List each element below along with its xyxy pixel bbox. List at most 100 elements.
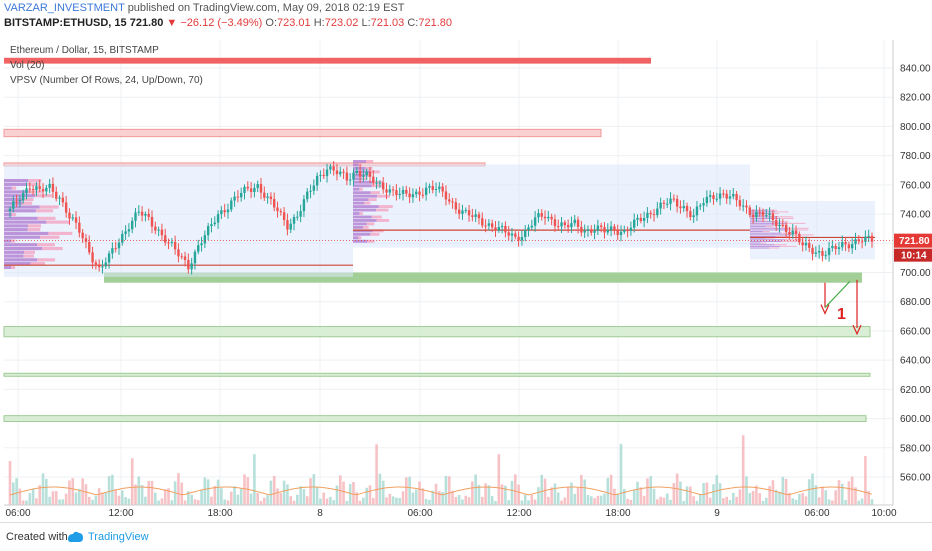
resistance-zone [3, 128, 602, 138]
candle-body [210, 224, 213, 227]
price-tick-label: 820.00 [900, 93, 931, 104]
candle-body [603, 227, 606, 233]
volume-bar [428, 499, 431, 505]
volume-bar [504, 485, 507, 505]
volume-bar [738, 489, 742, 505]
volume-bar [553, 483, 557, 505]
volume-bar [514, 474, 517, 505]
candle-body [583, 230, 586, 233]
volume-bar [520, 500, 524, 505]
resistance-zone [4, 57, 651, 64]
vp-row-up [750, 209, 768, 211]
volume-bar [104, 492, 108, 505]
volume-bar [712, 484, 715, 505]
volume-bar [817, 497, 821, 505]
candle-body [758, 211, 761, 213]
volume-bar [236, 494, 240, 505]
volume-bar [206, 479, 210, 505]
volume-bar [438, 490, 441, 505]
volume-bar [814, 485, 818, 505]
volume-bar [302, 489, 306, 505]
candle-body [64, 202, 68, 213]
legend-title: Ethereum / Dollar, 15, BITSTAMP [10, 45, 159, 56]
volume-bar [196, 500, 200, 505]
time-axis[interactable]: 06:00 12:00 18:00 8 06:00 12:00 18:00 9 06:00 10:… [4, 504, 897, 519]
vp-row-down [788, 227, 809, 229]
candle-body [18, 200, 22, 202]
volume-bar [547, 496, 550, 505]
volume-bar [649, 476, 653, 505]
candle-body [778, 224, 781, 227]
candle-body [22, 192, 25, 201]
volume-bar [325, 498, 329, 505]
volume-bar [523, 494, 527, 505]
price-axis[interactable]: 560.00 580.00 600.00 620.00 640.00 660.00 680.… [892, 40, 932, 505]
vp-row-up [4, 243, 38, 247]
candle-body [768, 213, 771, 216]
candle-body [467, 210, 471, 216]
candle-body [801, 242, 804, 246]
vp-row-down [778, 217, 794, 219]
candle-body [408, 193, 411, 198]
candle-body [662, 202, 666, 204]
volume-bar [61, 499, 65, 505]
candle-body [368, 171, 372, 177]
vp-row-down [378, 205, 393, 208]
candle-body [154, 226, 157, 231]
candle-body [253, 187, 256, 192]
volume-bar [263, 497, 266, 505]
author-link[interactable]: VARZAR_INVESTMENT [4, 2, 125, 14]
candle-body [692, 215, 695, 218]
volume-bar [203, 477, 207, 505]
candle-body [183, 256, 187, 260]
volume-bar [665, 493, 669, 505]
candle-body [705, 196, 709, 204]
vp-row-down [775, 235, 790, 238]
candle-body [557, 226, 560, 228]
volume-bar [35, 498, 38, 505]
vp-row-down [363, 225, 369, 229]
volume-bar [464, 495, 468, 505]
volume-bar [309, 478, 312, 505]
candle-body [61, 197, 65, 203]
candle-body [741, 205, 745, 207]
candle-body [226, 209, 230, 213]
candle-body [857, 239, 860, 242]
time-tick-label: 12:00 [506, 508, 531, 519]
volume-bar [454, 496, 458, 505]
vp-row-down [370, 170, 380, 174]
candle-body [342, 171, 345, 173]
candle-body [299, 211, 302, 217]
candle-body [533, 217, 537, 226]
annotations: 1 [820, 279, 862, 336]
volume-bar [348, 484, 352, 505]
footer-brand[interactable]: TradingView [88, 531, 149, 543]
price-chart[interactable]: 1 560.00 580.00 600.00 620.00 640.00 660.00 68… [0, 34, 932, 522]
price-change: −26.12 (−3.49%) [180, 17, 263, 29]
vp-row-down [761, 219, 768, 221]
volume-bar [751, 490, 755, 505]
candle-body [45, 187, 48, 192]
volume-bar [319, 498, 322, 505]
volume-bar [68, 480, 71, 505]
vp-row-up [353, 219, 377, 222]
volume-bar [305, 496, 309, 505]
volume-bar [190, 494, 193, 505]
last-price: 721.80 [129, 17, 164, 29]
volume-bar [398, 498, 402, 505]
candle-body [537, 213, 540, 218]
volume-bar [761, 500, 765, 505]
volume-bar [200, 489, 203, 505]
vp-row-up [750, 245, 781, 247]
candle-body [471, 215, 474, 217]
volume-bar [329, 496, 332, 505]
price-tick-label: 660.00 [900, 326, 931, 337]
candle-body [269, 196, 273, 200]
candle-body [405, 189, 408, 194]
candle-body [494, 227, 497, 231]
vp-row-up [353, 198, 369, 202]
support-zone [3, 326, 871, 338]
vp-row-down [35, 209, 54, 213]
candle-body [97, 264, 101, 268]
volume-bar [101, 492, 104, 505]
